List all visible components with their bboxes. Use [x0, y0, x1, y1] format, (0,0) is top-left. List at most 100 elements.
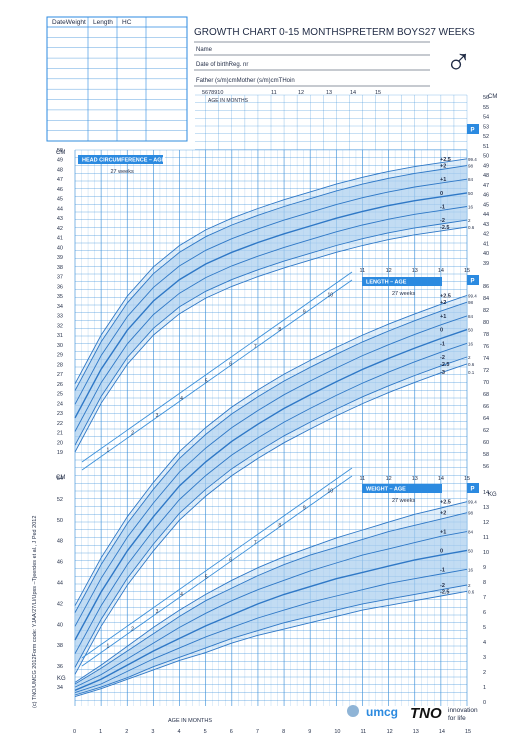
percentile-label: 2 — [468, 583, 471, 588]
percentile-label: 98 — [468, 511, 474, 516]
percentile-label: 0.1 — [468, 370, 475, 375]
right-axis-tick-length: 78 — [483, 332, 489, 338]
sd-curve--1 — [74, 342, 468, 654]
sub-axis-tick: 12 — [386, 268, 392, 274]
left-axis-tick-hc: 47 — [57, 177, 63, 183]
right-axis-tick-weight: 4 — [483, 640, 486, 646]
length-weight-ruler-tick: 2 — [131, 626, 134, 632]
sd-curve-+1 — [74, 531, 468, 688]
right-axis-tick-weight: 3 — [483, 655, 486, 661]
hc-length-ruler-tick: 1 — [107, 448, 110, 454]
left-axis-tick-hc: 45 — [57, 197, 63, 203]
right-axis-tick-hc: 54 — [483, 115, 489, 121]
left-axis-tick-hc: 33 — [57, 314, 63, 320]
weight-title: WEIGHT – AGE — [366, 487, 406, 493]
left-axis-tick-hc: 23 — [57, 411, 63, 417]
right-axis-tick-hc: 46 — [483, 193, 489, 199]
right-axis-tick-hc: 51 — [483, 144, 489, 150]
right-axis-tick-length: 82 — [483, 308, 489, 314]
sd-curve--1 — [74, 206, 468, 432]
form-field-name: Name — [196, 47, 213, 53]
weight-title-subtitle: 27 weeks — [392, 498, 415, 504]
sd-label: -2 — [440, 218, 445, 224]
right-axis-tick-hc: 45 — [483, 202, 489, 208]
right-axis-tick-hc: 49 — [483, 163, 489, 169]
right-axis-tick-weight: 13 — [483, 505, 489, 511]
left-axis-tick-hc: 21 — [57, 431, 63, 437]
sub-axis-tick: 13 — [412, 268, 418, 274]
right-axis-tick-hc: 52 — [483, 134, 489, 140]
sd-label: -2.5 — [440, 362, 449, 368]
length-weight-ruler-tick: 5 — [205, 575, 208, 581]
right-axis-tick-hc: 56 — [483, 95, 489, 101]
sd-curve-+2.5 — [74, 158, 468, 385]
sd-curve-+2.5 — [74, 501, 468, 683]
left-axis-tick-hc: 40 — [57, 245, 63, 251]
sd-label: +2 — [440, 164, 446, 170]
sd-label: -2 — [440, 355, 445, 361]
length-weight-ruler-tick: 7 — [254, 540, 257, 546]
measurement-table: DateWeight Length HC — [46, 16, 188, 142]
bottom-axis-tick: 3 — [151, 729, 154, 735]
sub-axis-tick: 14 — [438, 476, 444, 482]
right-axis-tick-length: 76 — [483, 344, 489, 350]
bottom-axis-tick: 7 — [256, 729, 259, 735]
sd-curve--2.5 — [74, 226, 468, 453]
bottom-axis-tick: 11 — [360, 729, 366, 735]
top-axis-tick: 12 — [298, 90, 304, 96]
right-axis-tick-weight: 9 — [483, 565, 486, 571]
right-axis-tick-hc: 48 — [483, 173, 489, 179]
hc-length-ruler-tick: 9 — [303, 310, 306, 316]
top-axis-label: AGE IN MONTHS — [208, 98, 249, 104]
left-axis-tick-hc: 42 — [57, 226, 63, 232]
patient-form: Name Date of birthReg. nr Father (s/m)cm… — [194, 41, 430, 87]
left-axis-tick-hc: 41 — [57, 236, 63, 242]
umcg-emblem-icon — [347, 705, 359, 717]
sd-label: +1 — [440, 177, 446, 183]
left-axis-tick-hc: 19 — [57, 450, 63, 456]
unit-kg-left: KG — [57, 676, 66, 682]
sd-label: 0 — [440, 191, 443, 197]
left-axis-tick-hc: 37 — [57, 275, 63, 281]
chart-labels: 5049484746454443424140393837363534333231… — [57, 95, 489, 706]
percentile-label: 16 — [468, 205, 474, 210]
left-axis-tick-hc: 35 — [57, 294, 63, 300]
conversion-ruler: 1 2 3 4 5 6 7 8 9 10 1 2 3 4 5 6 7 8 9 10 — [81, 271, 353, 667]
left-axis-tick-hc: 22 — [57, 421, 63, 427]
top-axis-tick: 14 — [350, 90, 356, 96]
bottom-axis-tick: 1 — [99, 729, 102, 735]
sd-label: -1 — [440, 567, 445, 573]
sd-label: +2 — [440, 511, 446, 517]
right-axis-tick-length: 84 — [483, 296, 489, 302]
hc-length-ruler-tick: 8 — [278, 327, 281, 333]
length-weight-ruler-tick: 4 — [180, 592, 183, 598]
percentile-label: 98 — [468, 300, 474, 305]
right-axis-tick-weight: 8 — [483, 580, 486, 586]
sd-label: 0 — [440, 328, 443, 334]
top-axis: 5678910 11 12 13 14 15 AGE IN MONTHS — [202, 90, 381, 104]
percentile-label: 16 — [468, 567, 474, 572]
hc-length-ruler-tick: 5 — [205, 379, 208, 385]
chart-title: GROWTH CHART 0-15 MONTHSPRETERM BOYS27 W… — [194, 27, 475, 38]
sd-label: -2.5 — [440, 225, 449, 231]
p-label: P — [471, 279, 475, 285]
bottom-axis-tick: 14 — [439, 729, 445, 735]
sub-axis-tick: 11 — [359, 268, 365, 274]
unit-cm-length: CM — [56, 475, 65, 481]
sd-curve--1 — [74, 568, 468, 694]
hc-length-ruler-tick: 3 — [156, 413, 159, 419]
bottom-axis-tick: 10 — [334, 729, 340, 735]
sd-label: +2 — [440, 300, 446, 306]
percentile-label: 99.4 — [468, 293, 477, 298]
umcg-wordmark: umcg — [366, 705, 398, 719]
sd-curve-+2 — [74, 301, 468, 613]
right-axis-tick-weight: 11 — [483, 535, 489, 541]
length-weight-ruler-tick: 8 — [278, 523, 281, 529]
percentile-label: 50 — [468, 328, 474, 333]
sd-label: +2.5 — [440, 500, 451, 506]
right-axis-tick-length: 62 — [483, 428, 489, 434]
left-axis-tick-hc: 38 — [57, 265, 63, 271]
sd-curve-0 — [74, 328, 468, 641]
left-axis-tick-hc: 44 — [57, 206, 63, 212]
right-axis-tick-length: 60 — [483, 440, 489, 446]
